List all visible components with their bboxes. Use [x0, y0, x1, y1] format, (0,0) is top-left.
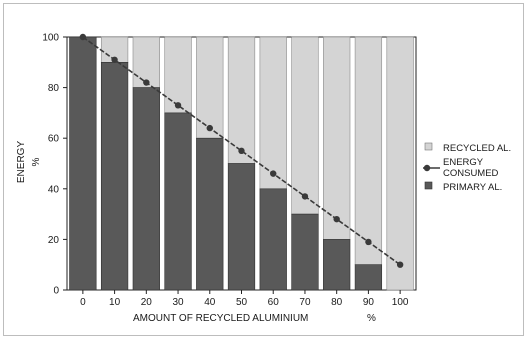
bar-primary [323, 239, 351, 291]
bar-recycled [227, 36, 256, 164]
bar-recycled [196, 36, 224, 139]
energy-point [301, 193, 309, 200]
x-tick-label: 50 [236, 297, 248, 308]
x-tick-label: 30 [172, 297, 184, 308]
energy-line-group [79, 33, 404, 268]
y-tick-label: 80 [48, 83, 60, 94]
bar-recycled [386, 36, 414, 291]
x-tick-label: 90 [363, 297, 375, 308]
x-tick-label: 100 [392, 297, 409, 308]
x-axis-ticks: 0 10 20 30 40 50 60 70 80 90 100 [80, 290, 409, 308]
x-tick-label: 10 [109, 297, 121, 308]
x-axis-title: AMOUNT OF RECYCLED ALUMINIUM [133, 313, 308, 324]
bar-primary [354, 264, 383, 291]
bar-recycled [132, 36, 160, 88]
bar-recycled [164, 36, 192, 114]
y-axis-unit: % [31, 157, 42, 166]
x-tick-label: 40 [204, 297, 216, 308]
legend-recycled-swatch [424, 142, 433, 151]
y-tick-label: 60 [48, 134, 60, 145]
energy-point [365, 238, 372, 246]
legend: RECYCLED AL. ENERGY CONSUMED PRIMARY AL. [423, 142, 511, 193]
legend-primary-label: PRIMARY AL. [443, 182, 502, 193]
bar-primary [259, 188, 287, 291]
energy-consumed-line [82, 36, 401, 266]
bar-primary [291, 213, 319, 291]
bar-recycled [291, 36, 319, 215]
energy-point [333, 215, 340, 223]
energy-point [143, 79, 150, 86]
energy-point [174, 102, 182, 109]
legend-primary-swatch [424, 181, 433, 190]
bar-recycled [259, 36, 287, 190]
y-tick-label: 40 [48, 184, 60, 195]
bar-primary [164, 112, 192, 291]
energy-point [79, 33, 87, 41]
energy-point [396, 261, 404, 268]
bars-group [69, 36, 414, 291]
x-tick-label: 20 [141, 297, 153, 308]
legend-energy-label-2: CONSUMED [443, 168, 499, 179]
bar-primary [132, 87, 160, 291]
energy-point [270, 170, 277, 177]
energy-point [111, 56, 118, 63]
bar-primary [69, 36, 97, 291]
legend-energy-label-1: ENERGY [443, 157, 484, 168]
chart-frame [3, 3, 524, 336]
y-tick-label: 20 [48, 235, 60, 246]
energy-point [238, 147, 245, 155]
x-axis-unit: % [367, 313, 376, 324]
x-tick-label: 0 [80, 297, 86, 308]
x-tick-label: 80 [331, 297, 343, 308]
y-tick-label: 0 [53, 286, 59, 297]
y-tick-label: 100 [42, 33, 59, 44]
x-tick-label: 70 [299, 297, 311, 308]
x-tick-label: 60 [268, 297, 280, 308]
bar-recycled [323, 36, 351, 240]
legend-energy-dot [423, 164, 431, 172]
bar-primary [100, 61, 129, 291]
bar-recycled [354, 36, 383, 265]
legend-recycled-label: RECYCLED AL. [443, 143, 511, 154]
y-axis-title: ENERGY [16, 141, 27, 184]
energy-point [206, 124, 213, 132]
y-axis-ticks: 0 20 40 60 80 100 [42, 33, 67, 297]
bar-primary [196, 137, 224, 291]
bar-primary [227, 163, 256, 291]
